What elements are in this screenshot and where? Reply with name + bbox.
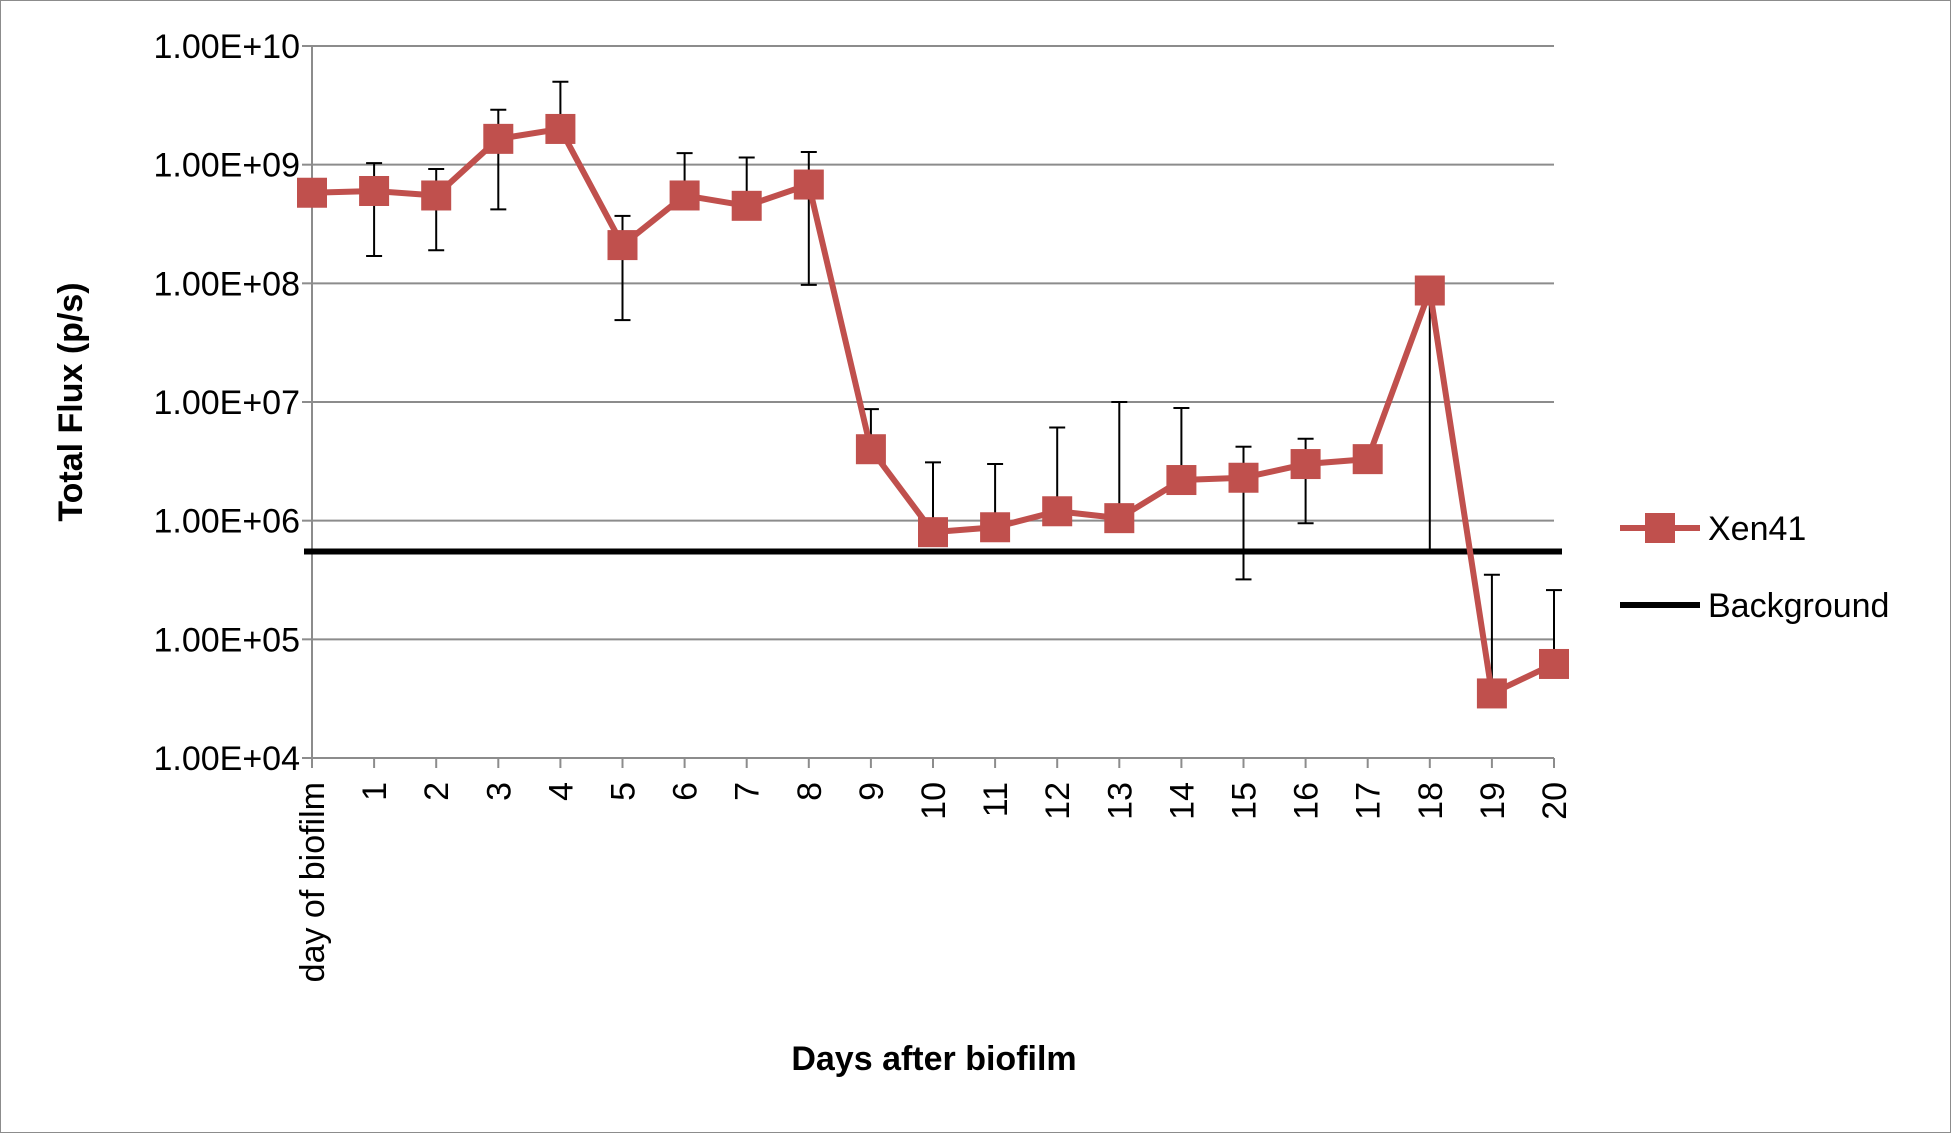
- xen41-marker: [359, 175, 390, 206]
- xen41-marker: [1104, 503, 1135, 534]
- y-tick-label: 1.00E+05: [153, 621, 300, 659]
- xen41-marker: [793, 169, 824, 200]
- xen41-series: [297, 113, 1569, 709]
- xen41-marker: [483, 123, 514, 154]
- y-tick-label: 1.00E+07: [153, 384, 300, 422]
- x-axis-title: Days after biofilm: [791, 1040, 1076, 1078]
- x-tick-label: 18: [1412, 782, 1450, 820]
- x-tick-label: 5: [605, 782, 643, 801]
- x-tick-labels: day of biofilm 1 2 3 4 5 6 7 8 9 10 11 12 13 14 15 16 17 1…: [294, 782, 1574, 982]
- xen41-marker: [1166, 465, 1197, 496]
- xen41-marker: [607, 230, 638, 261]
- y-tick-label: 1.00E+09: [153, 147, 300, 185]
- xen41-marker: [297, 177, 327, 208]
- y-tick-label: 1.00E+10: [153, 28, 300, 66]
- x-tick-label: 19: [1474, 782, 1512, 820]
- x-tick-label: 6: [667, 782, 705, 801]
- x-tick-label: 2: [418, 782, 456, 801]
- y-tick-label: 1.00E+04: [153, 740, 300, 778]
- x-tick-label: 9: [853, 782, 891, 801]
- y-axis-title: Total Flux (p/s): [52, 282, 90, 521]
- x-tick-label: 10: [915, 782, 953, 820]
- legend-marker-xen41: [1645, 513, 1675, 543]
- xen41-marker: [545, 113, 576, 144]
- x-tick-label: 16: [1288, 782, 1326, 820]
- x-tick-label: 4: [542, 782, 580, 801]
- legend-item-background: Background: [1620, 587, 1889, 625]
- x-tick-label: day of biofilm: [294, 782, 332, 982]
- xen41-marker: [669, 180, 700, 211]
- x-tick-label: 8: [791, 782, 829, 801]
- xen41-marker: [1476, 678, 1507, 709]
- xen41-marker: [731, 190, 762, 221]
- xen41-marker: [980, 512, 1011, 543]
- xen41-marker: [1042, 496, 1073, 527]
- x-tick-label: 1: [356, 782, 394, 801]
- legend: Xen41 Background: [1620, 510, 1889, 625]
- y-tick-labels: 1.00E+04 1.00E+05 1.00E+06 1.00E+07 1.00E+08…: [153, 28, 300, 778]
- error-bars: [366, 80, 1562, 694]
- y-tick-label: 1.00E+06: [153, 503, 300, 541]
- xen41-marker: [1352, 444, 1383, 475]
- axes: [311, 46, 1555, 768]
- x-tick-label: 13: [1101, 782, 1139, 820]
- x-tick-label: 3: [480, 782, 518, 801]
- x-tick-label: 14: [1163, 782, 1201, 820]
- x-tick-label: 15: [1226, 782, 1264, 820]
- xen41-line: [311, 125, 1556, 697]
- x-tick-label: 11: [977, 782, 1015, 817]
- x-tick-label: 20: [1536, 782, 1574, 820]
- legend-item-xen41: Xen41: [1620, 510, 1806, 548]
- xen41-marker: [1539, 648, 1569, 679]
- xen41-marker: [855, 434, 886, 465]
- xen41-marker: [421, 180, 452, 211]
- x-tick-label: 12: [1039, 782, 1077, 820]
- x-tick-label: 7: [729, 782, 767, 801]
- xen41-marker: [1228, 462, 1259, 493]
- gridlines: [302, 45, 1554, 759]
- legend-label-background: Background: [1708, 587, 1889, 625]
- xen41-marker: [1414, 275, 1445, 306]
- xen41-marker: [1290, 449, 1321, 480]
- legend-label-xen41: Xen41: [1708, 510, 1806, 548]
- xen41-marker: [918, 517, 948, 548]
- x-tick-label: 17: [1350, 782, 1388, 820]
- y-tick-label: 1.00E+08: [153, 265, 300, 303]
